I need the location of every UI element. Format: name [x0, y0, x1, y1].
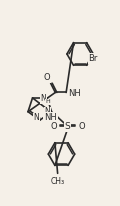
Text: O: O — [79, 122, 85, 131]
Text: O: O — [43, 74, 50, 82]
Text: N: N — [44, 107, 50, 116]
Text: N: N — [41, 94, 46, 103]
Text: H: H — [45, 99, 50, 104]
Text: NH: NH — [44, 113, 57, 122]
Text: N: N — [33, 113, 39, 122]
Text: O: O — [50, 122, 57, 131]
Text: CH₃: CH₃ — [51, 177, 65, 186]
Text: NH: NH — [69, 89, 81, 98]
Text: Br: Br — [88, 54, 98, 63]
Text: S: S — [65, 122, 71, 131]
